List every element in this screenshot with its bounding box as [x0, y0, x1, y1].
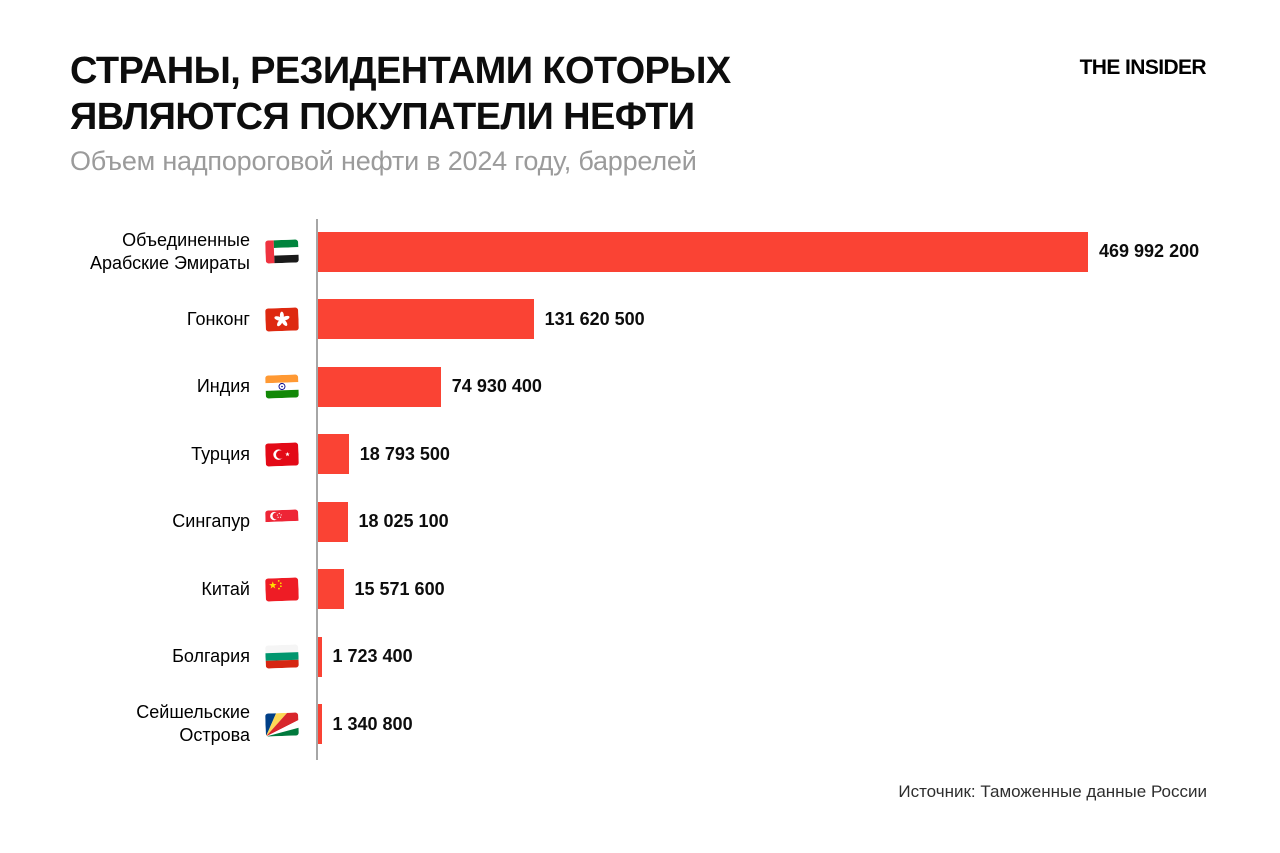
bar-row-bulgaria: Болгария 1 723 400	[0, 623, 1280, 691]
bar-row-hong-kong: Гонконг	[0, 286, 1280, 354]
bar-row-india: Индия 74 930 400	[0, 353, 1280, 421]
value-label: 74 930 400	[451, 376, 542, 397]
bar-area: 18 793 500	[318, 421, 1280, 489]
singapore-flag-icon	[265, 509, 299, 534]
category-label: Индия	[196, 376, 250, 397]
value-label: 131 620 500	[544, 308, 645, 329]
bar-area: 1 723 400	[318, 623, 1280, 691]
bar-area: 469 992 200	[318, 218, 1280, 286]
bar-area: 74 930 400	[318, 353, 1280, 421]
bar-area: 131 620 500	[318, 286, 1280, 354]
bar-singapore	[318, 501, 348, 542]
china-flag-icon	[265, 577, 299, 602]
bar-india	[318, 366, 441, 407]
page-title: СТРАНЫ, РЕЗИДЕНТАМИ КОТОРЫХ ЯВЛЯЮТСЯ ПОК…	[70, 50, 731, 138]
uae-flag-icon	[265, 239, 299, 264]
bar-uae	[318, 231, 1088, 272]
category-label: Гонконг	[186, 308, 250, 329]
bar-area: 1 340 800	[318, 691, 1280, 759]
value-label: 1 723 400	[332, 646, 413, 667]
bar-chart: Объединенные Арабские Эмираты 469 992 20…	[0, 218, 1280, 760]
category-label: Сингапур	[172, 511, 250, 532]
bar-row-seychelles: Сейшельские Острова 1 340 800	[0, 691, 1280, 759]
bar-row-uae: Объединенные Арабские Эмираты 469 992 20…	[0, 218, 1280, 286]
bar-row-turkey: Турция 18 793 500	[0, 421, 1280, 489]
bar-area: 18 025 100	[318, 488, 1280, 556]
seychelles-flag-icon	[265, 712, 299, 737]
value-label: 1 340 800	[332, 713, 413, 734]
bar-turkey	[318, 434, 349, 475]
category-label: Турция	[191, 443, 250, 464]
category-label: Объединенные Арабские Эмираты	[89, 229, 250, 273]
bar-bulgaria	[318, 636, 322, 677]
value-label: 18 025 100	[358, 511, 449, 532]
the-insider-logo: THE INSIDER	[1079, 56, 1207, 79]
india-flag-icon	[265, 374, 299, 399]
bar-china	[318, 569, 344, 610]
category-label: Китай	[201, 578, 250, 599]
value-label: 15 571 600	[354, 578, 445, 599]
value-label: 469 992 200	[1099, 241, 1200, 262]
bar-area: 15 571 600	[318, 556, 1280, 624]
source-note: Источник: Таможенные данные России	[898, 782, 1207, 801]
hong-kong-flag-icon	[265, 307, 299, 332]
turkey-flag-icon	[265, 442, 299, 467]
axis-line	[316, 219, 318, 760]
value-label: 18 793 500	[359, 443, 450, 464]
category-label: Болгария	[172, 646, 250, 667]
bar-seychelles	[318, 704, 322, 745]
category-label: Сейшельские Острова	[136, 702, 250, 746]
bulgaria-flag-icon	[265, 644, 299, 669]
bar-row-singapore: Сингапур	[0, 488, 1280, 556]
chart-subtitle: Объем надпороговой нефти в 2024 году, ба…	[70, 146, 697, 176]
bar-hong-kong	[318, 299, 534, 340]
bar-row-china: Китай	[0, 556, 1280, 624]
